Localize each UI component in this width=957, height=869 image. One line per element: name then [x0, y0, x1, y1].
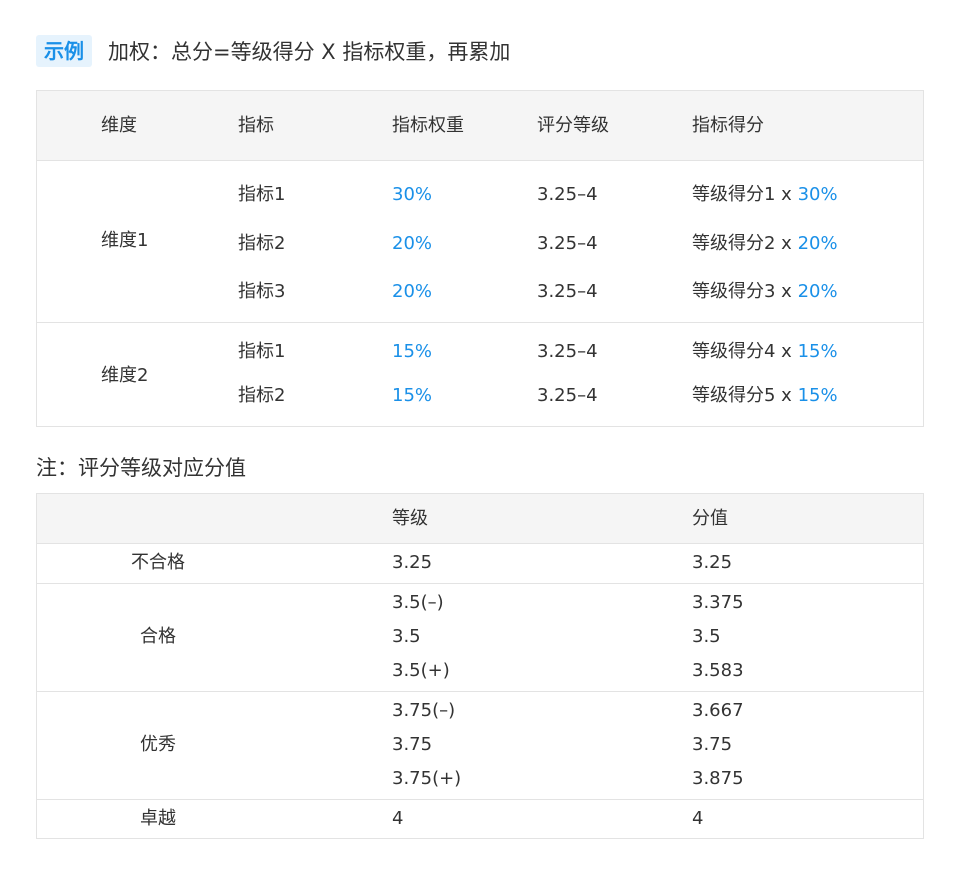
level-label: 合格	[140, 626, 176, 647]
example-badge: 示例	[36, 35, 92, 67]
col-grade: 等级	[392, 508, 428, 529]
value-cell: 3.375	[692, 592, 744, 613]
grade-cell: 3.5(+)	[392, 660, 450, 681]
weighting-table: 维度 指标 指标权重 评分等级 指标得分 维度1 指标1 30% 3.25–4 …	[36, 90, 924, 427]
score-weight: 20%	[797, 281, 838, 302]
grade-cell: 3.25–4	[537, 233, 598, 254]
value-cell: 3.667	[692, 700, 744, 721]
score-weight: 15%	[797, 385, 838, 406]
indicator-cell: 指标2	[238, 385, 286, 406]
grade-cell: 3.75(+)	[392, 768, 462, 789]
dimension-label: 维度1	[101, 230, 149, 251]
col-weight: 指标权重	[392, 115, 464, 136]
weight-cell: 30%	[392, 184, 433, 205]
grade-cell: 3.25–4	[537, 281, 598, 302]
score-cell: 等级得分1 x 30%	[692, 183, 838, 207]
weight-cell: 20%	[392, 281, 433, 302]
score-prefix: 等级得分4 x	[692, 341, 798, 362]
value-cell: 3.75	[692, 734, 733, 755]
col-score: 指标得分	[692, 115, 764, 136]
level-label: 不合格	[131, 552, 185, 573]
grade-cell: 3.5(–)	[392, 592, 444, 613]
score-weight: 20%	[797, 233, 838, 254]
indicator-cell: 指标1	[238, 341, 286, 362]
indicator-cell: 指标3	[238, 281, 286, 302]
group-divider	[37, 322, 923, 323]
grade-cell: 3.25	[392, 552, 433, 573]
dimension-label: 维度2	[101, 365, 149, 386]
col-indicator: 指标	[238, 115, 274, 136]
grade-cell: 3.25–4	[537, 184, 598, 205]
row-divider	[37, 583, 923, 584]
indicator-cell: 指标2	[238, 233, 286, 254]
grade-cell: 4	[392, 808, 404, 829]
grade-cell: 3.5	[392, 626, 421, 647]
weighting-table-header: 维度 指标 指标权重 评分等级 指标得分	[37, 91, 923, 161]
grade-cell: 3.75	[392, 734, 433, 755]
grade-cell: 3.25–4	[537, 385, 598, 406]
weight-cell: 20%	[392, 233, 433, 254]
level-label: 优秀	[140, 734, 176, 755]
score-cell: 等级得分5 x 15%	[692, 384, 838, 408]
row-divider	[37, 691, 923, 692]
score-prefix: 等级得分3 x	[692, 281, 798, 302]
score-prefix: 等级得分1 x	[692, 184, 798, 205]
row-divider	[37, 799, 923, 800]
value-cell: 3.25	[692, 552, 733, 573]
score-weight: 30%	[797, 184, 838, 205]
weight-cell: 15%	[392, 341, 433, 362]
score-cell: 等级得分3 x 20%	[692, 280, 838, 304]
score-prefix: 等级得分5 x	[692, 385, 798, 406]
indicator-cell: 指标1	[238, 184, 286, 205]
score-prefix: 等级得分2 x	[692, 233, 798, 254]
col-grade: 评分等级	[537, 115, 609, 136]
level-label: 卓越	[140, 808, 176, 829]
score-weight: 15%	[797, 341, 838, 362]
weight-cell: 15%	[392, 385, 433, 406]
page-header: 示例 加权：总分=等级得分 X 指标权重，再累加	[36, 33, 510, 69]
grade-value-table-header: 等级 分值	[37, 494, 923, 544]
grade-value-table: 等级 分值 不合格 3.25 3.25 合格 3.5(–) 3.375 3.5 …	[36, 493, 924, 839]
value-cell: 3.5	[692, 626, 721, 647]
header-formula-text: 加权：总分=等级得分 X 指标权重，再累加	[108, 40, 511, 64]
grade-cell: 3.75(–)	[392, 700, 456, 721]
score-cell: 等级得分4 x 15%	[692, 340, 838, 364]
col-value: 分值	[692, 508, 728, 529]
value-cell: 3.875	[692, 768, 744, 789]
col-dimension: 维度	[101, 115, 137, 136]
grade-note: 注：评分等级对应分值	[36, 456, 246, 480]
score-cell: 等级得分2 x 20%	[692, 232, 838, 256]
value-cell: 3.583	[692, 660, 744, 681]
grade-cell: 3.25–4	[537, 341, 598, 362]
value-cell: 4	[692, 808, 704, 829]
